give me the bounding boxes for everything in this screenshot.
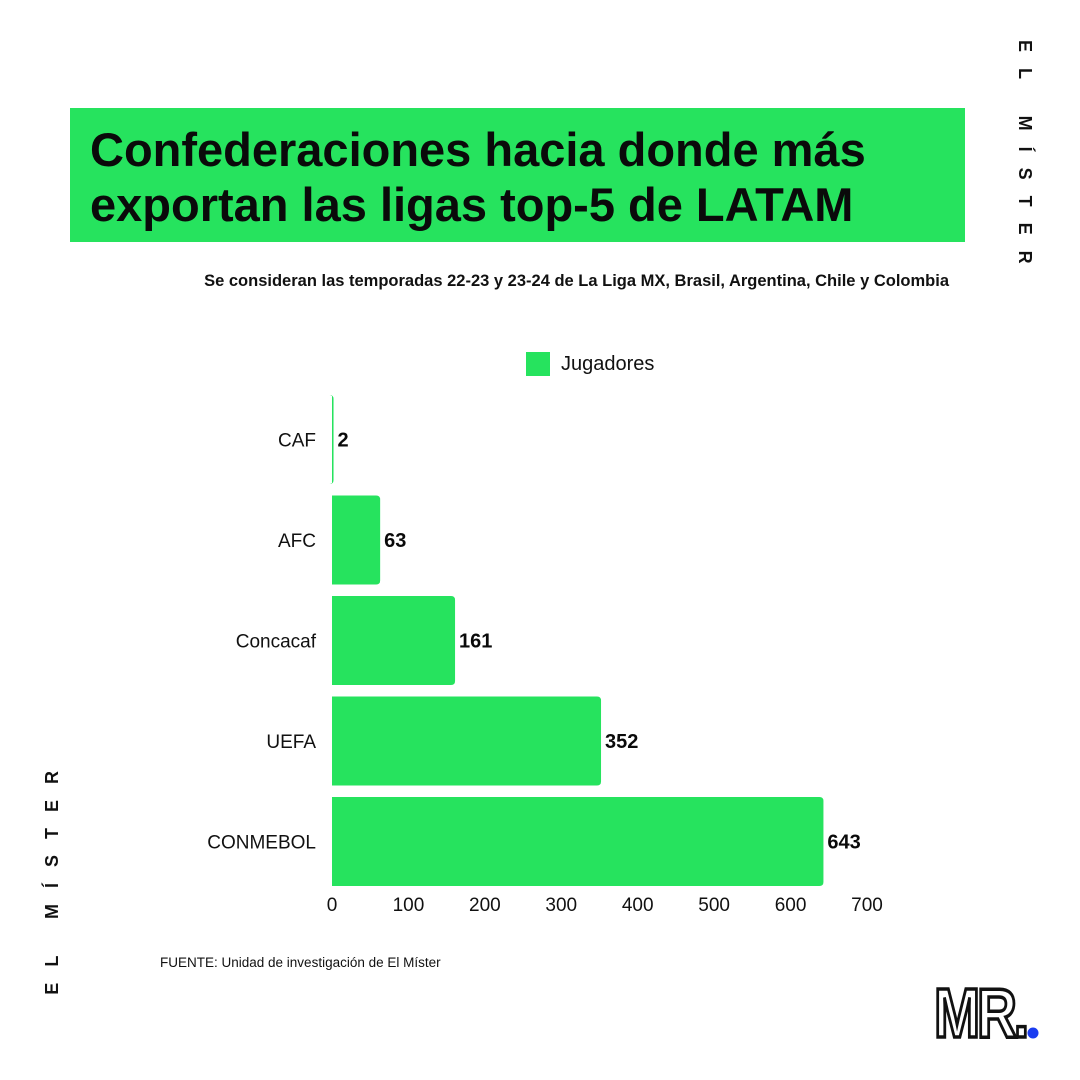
legend-label: Jugadores: [561, 352, 655, 375]
brand-logo: MR.: [934, 980, 1039, 1042]
logo-text: MR.: [934, 980, 1026, 1042]
value-label: 161: [459, 631, 492, 653]
x-tick-label: 100: [393, 895, 425, 916]
chart-subtitle: Se consideran las temporadas 22-23 y 23-…: [204, 272, 949, 290]
value-label: 2: [338, 430, 349, 452]
category-label: AFC: [278, 531, 316, 552]
value-label: 352: [605, 731, 638, 753]
legend-swatch: [526, 352, 550, 376]
category-label: Concacaf: [236, 632, 317, 653]
x-tick-label: 400: [622, 895, 654, 916]
x-tick-label: 0: [327, 895, 338, 916]
bar-afc: [332, 495, 381, 585]
title-banner: Confederaciones hacia donde más exportan…: [70, 108, 965, 242]
logo-dot-icon: [1027, 1027, 1039, 1039]
bar-concacaf: [332, 596, 456, 685]
chart-title-line-1: Confederaciones hacia donde más: [90, 123, 866, 176]
x-tick-label: 300: [545, 895, 577, 916]
value-label: 63: [384, 530, 406, 552]
category-label: CONMEBOL: [207, 833, 316, 854]
value-label: 643: [827, 832, 860, 854]
category-label: CAF: [278, 431, 316, 452]
chart-title-line-2: exportan las ligas top-5 de LATAM: [90, 178, 854, 231]
x-tick-label: 200: [469, 895, 501, 916]
bar-caf: [329, 395, 334, 484]
bar-uefa: [332, 696, 602, 786]
category-label: UEFA: [266, 732, 316, 753]
brand-vertical-text-right: EL MÍSTER: [1015, 40, 1035, 280]
x-tick-label: 500: [698, 895, 730, 916]
source-note: FUENTE: Unidad de investigación de El Mí…: [160, 955, 441, 970]
chart-legend: Jugadores: [526, 352, 654, 376]
x-tick-label: 700: [851, 895, 883, 916]
x-tick-label: 600: [775, 895, 807, 916]
bar-conmebol: [332, 797, 824, 886]
